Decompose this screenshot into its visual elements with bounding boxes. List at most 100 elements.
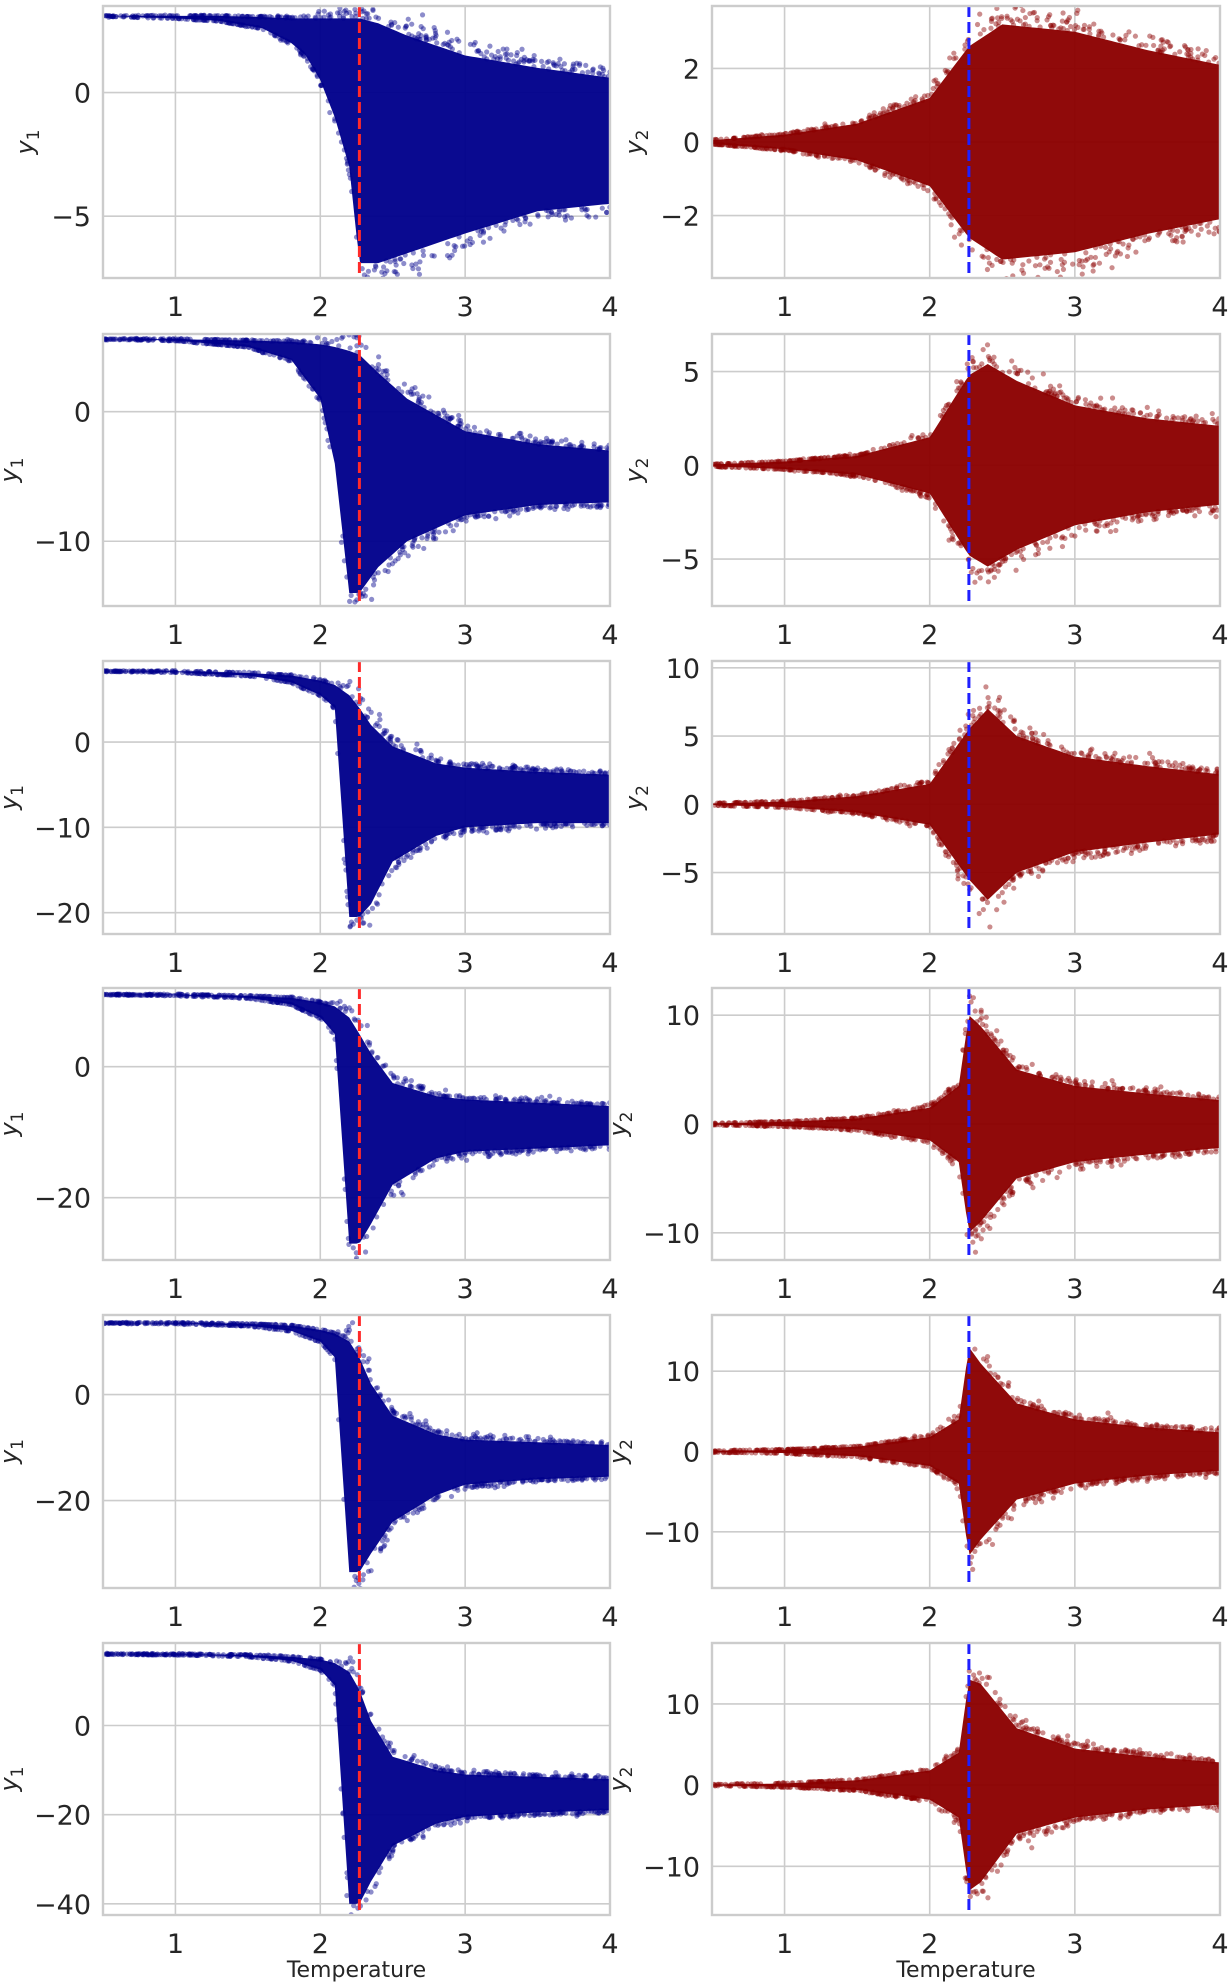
scatter-point — [454, 36, 460, 42]
scatter-point — [764, 1123, 770, 1129]
scatter-point — [800, 456, 806, 462]
scatter-point — [321, 696, 327, 702]
scatter-point — [557, 1145, 563, 1151]
scatter-point — [1117, 251, 1124, 257]
scatter-point — [212, 337, 218, 343]
scatter-point — [796, 806, 802, 812]
scatter-point — [298, 685, 305, 691]
scatter-point — [1108, 246, 1114, 252]
scatter-point — [256, 347, 262, 353]
scatter-point — [1130, 410, 1137, 417]
scatter-point — [579, 207, 585, 213]
scatter-point — [735, 1122, 741, 1128]
scatter-point — [561, 1438, 567, 1444]
scatter-point — [341, 1003, 348, 1009]
scatter-point — [1151, 516, 1157, 523]
scatter-point — [476, 826, 482, 832]
scatter-point — [782, 466, 788, 472]
scatter-point — [1150, 34, 1156, 40]
scatter-point — [1155, 511, 1161, 517]
scatter-point — [184, 336, 190, 342]
scatter-point — [116, 992, 122, 998]
scatter-point — [1013, 567, 1019, 573]
scatter-point — [418, 24, 424, 30]
scatter-point — [778, 799, 784, 805]
scatter-point — [440, 407, 447, 413]
scatter-point — [417, 401, 423, 408]
scatter-point — [244, 13, 250, 20]
scatter-point — [387, 737, 394, 743]
scatter-points — [712, 6, 1220, 278]
scatter-point — [1182, 765, 1189, 771]
scatter-point — [122, 336, 128, 342]
scatter-point — [1196, 1091, 1202, 1098]
y-tick-label: 0 — [74, 398, 91, 429]
scatter-point — [342, 1186, 348, 1192]
scatter-point — [945, 1155, 951, 1161]
scatter-point — [317, 677, 323, 683]
scatter-point — [1170, 510, 1177, 516]
scatter-point — [1114, 519, 1120, 525]
scatter-point — [812, 455, 818, 461]
scatter-point — [1116, 1478, 1122, 1485]
scatter-point — [835, 155, 841, 161]
scatter-point — [978, 1009, 984, 1015]
scatter-point — [490, 1150, 496, 1156]
axes-frame — [101, 986, 612, 1262]
scatter-point — [781, 466, 787, 472]
scatter-point — [290, 681, 296, 687]
scatter-point — [1097, 853, 1104, 860]
scatter-point — [428, 752, 434, 758]
scatter-point — [458, 1151, 464, 1157]
scatter-point — [1152, 760, 1158, 766]
scatter-point — [273, 999, 280, 1005]
scatter-point — [499, 1151, 505, 1157]
scatter-point — [109, 1320, 115, 1326]
scatter-point — [780, 1123, 787, 1129]
scatter-point — [755, 803, 761, 810]
scatter-point — [1044, 17, 1050, 23]
scatter-point — [314, 1013, 320, 1019]
scatter-point — [409, 543, 415, 549]
scatter-point — [514, 1147, 520, 1154]
scatter-point — [875, 1131, 881, 1137]
scatter-point — [279, 1322, 286, 1328]
scatter-point — [365, 268, 372, 274]
scatter-point — [201, 12, 207, 19]
scatter-point — [1159, 37, 1165, 43]
scatter-points — [103, 1319, 610, 1588]
scatter-point — [844, 453, 850, 459]
scatter-point — [1014, 16, 1021, 22]
scatter-point — [1214, 766, 1220, 772]
scatter-point — [479, 824, 485, 831]
scatter-point — [442, 40, 448, 46]
scatter-point — [274, 999, 281, 1005]
scatter-point — [785, 1124, 792, 1130]
scatter-point — [539, 1099, 545, 1105]
scatter-point — [397, 1179, 403, 1185]
scatter-point — [1017, 548, 1023, 555]
scatter-point — [257, 993, 264, 999]
scatter-point — [150, 337, 156, 343]
scatter-point — [750, 465, 757, 471]
scatter-point — [791, 148, 797, 154]
scatter-point — [396, 859, 402, 865]
scatter-point — [347, 175, 354, 181]
scatter-point — [177, 338, 184, 344]
scatter-point — [565, 1144, 571, 1150]
scatter-point — [970, 995, 976, 1001]
scatter-point — [224, 671, 230, 678]
scatter-point — [142, 992, 148, 998]
scatter-point — [888, 1134, 895, 1141]
scatter-point — [402, 1415, 408, 1421]
scatter-point — [924, 779, 930, 785]
scatter-point — [218, 1320, 224, 1326]
scatter-point — [585, 770, 592, 777]
scatter-point — [461, 827, 467, 833]
scatter-point — [490, 763, 496, 769]
scatter-point — [1038, 1491, 1044, 1497]
scatter-point — [549, 209, 555, 216]
scatter-point — [757, 145, 763, 152]
scatter-point — [1009, 1057, 1015, 1063]
scatter-point — [813, 126, 819, 132]
